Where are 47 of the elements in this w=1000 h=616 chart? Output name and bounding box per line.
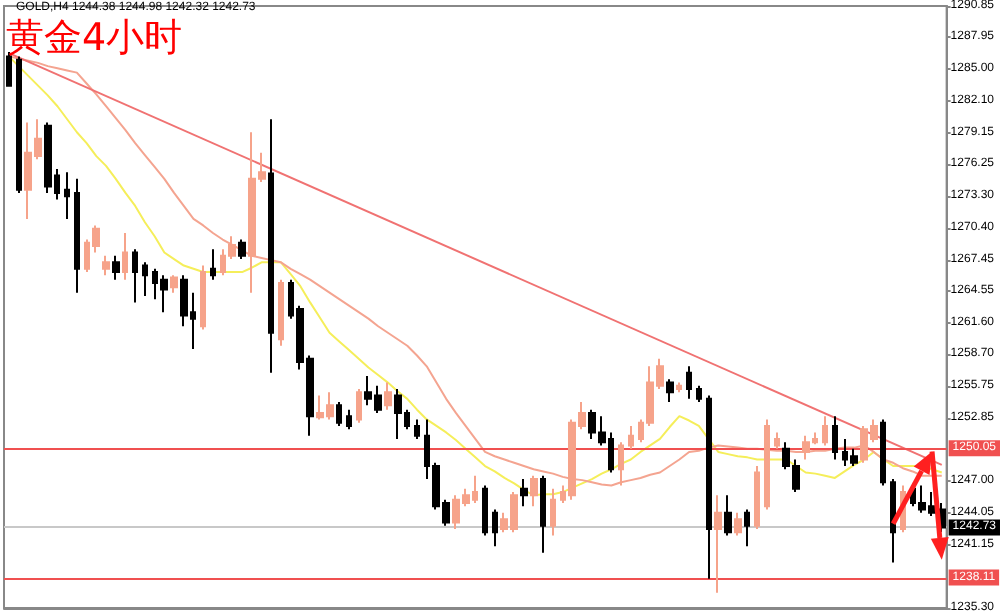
candlestick <box>394 388 402 440</box>
candlestick <box>628 424 634 450</box>
candlestick <box>122 232 128 281</box>
candlestick <box>132 248 138 304</box>
candlestick <box>238 238 246 261</box>
candlestick <box>540 474 546 554</box>
candlestick <box>268 118 274 374</box>
candlestick <box>64 171 70 220</box>
candlestick <box>16 55 22 194</box>
candlestick <box>686 365 692 400</box>
candlestick <box>754 465 760 530</box>
candlestick <box>336 401 342 427</box>
candlestick <box>44 121 52 194</box>
candlestick <box>492 508 498 548</box>
candlestick <box>356 388 362 424</box>
candlestick <box>822 415 828 447</box>
candlestick <box>734 511 742 537</box>
candlestick <box>346 408 352 431</box>
candlestick <box>666 378 674 404</box>
candlestick <box>714 494 722 594</box>
candlestick <box>774 431 780 450</box>
candlestick <box>160 274 168 314</box>
candlestick <box>890 478 896 564</box>
candlestick <box>802 434 810 461</box>
candlestick <box>74 177 80 294</box>
candlestick <box>724 494 732 537</box>
candlestick <box>520 478 528 508</box>
candlestick <box>880 418 886 487</box>
candlestick <box>142 261 148 297</box>
candlestick <box>706 394 712 580</box>
candlestick <box>530 474 538 508</box>
candlestick <box>102 254 110 277</box>
candlestick <box>696 384 702 404</box>
candlestick <box>210 248 216 281</box>
candlestick <box>414 418 420 440</box>
candlestick <box>200 264 206 331</box>
chart-title: 黄金4小时 <box>6 16 183 60</box>
candlestick <box>384 381 392 411</box>
candlestick <box>744 508 750 548</box>
candlestick <box>112 254 120 281</box>
candlestick <box>850 447 858 468</box>
candlestick <box>832 415 838 461</box>
candlestick <box>676 381 682 394</box>
candlestick <box>550 487 556 537</box>
candlestick <box>278 278 284 347</box>
candlestick <box>170 274 178 294</box>
candlestick <box>482 484 488 537</box>
